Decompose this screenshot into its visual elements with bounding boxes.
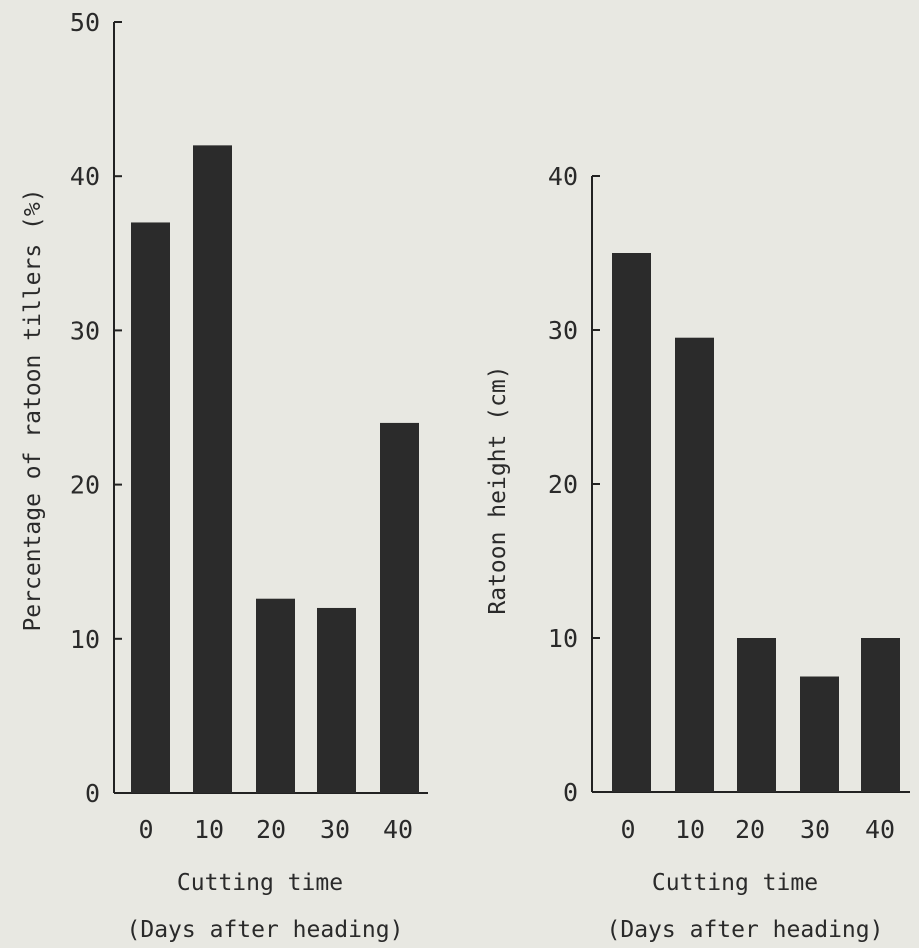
y-tick-label: 0 <box>563 778 578 807</box>
x-tick-label: 10 <box>194 815 224 844</box>
x-tick-label: 30 <box>800 815 830 844</box>
x-tick-label: 20 <box>256 815 286 844</box>
y-tick-label: 40 <box>548 162 578 191</box>
bar-0 <box>612 253 651 792</box>
x-tick-label: 40 <box>383 815 413 844</box>
x-tick-label: 0 <box>620 815 635 844</box>
x-tick-label: 30 <box>320 815 350 844</box>
bar-10 <box>193 145 232 794</box>
bar-0 <box>131 222 170 793</box>
y-tick-label: 20 <box>70 471 100 500</box>
bar-20 <box>256 598 295 793</box>
x-tick-label: 0 <box>138 815 153 844</box>
x-tick-label: 20 <box>735 815 765 844</box>
bar-40 <box>380 422 419 793</box>
y-tick-label: 10 <box>548 624 578 653</box>
bar-20 <box>737 638 776 792</box>
bar-10 <box>675 337 714 792</box>
y-tick-label: 20 <box>548 470 578 499</box>
bar-30 <box>317 607 356 793</box>
height-chart: Ratoon height (cm) Cutting time (Days af… <box>485 162 910 943</box>
y-axis-label: Percentage of ratoon tillers (%) <box>20 188 46 631</box>
tillers-chart: Percentage of ratoon tillers (%) Cutting… <box>20 8 428 943</box>
bar-40 <box>861 638 900 792</box>
x-axis-label: Cutting time <box>652 870 818 896</box>
y-tick-label: 0 <box>85 779 100 808</box>
x-axis-sublabel: (Days after heading) <box>127 917 404 943</box>
y-tick-label: 50 <box>70 8 100 37</box>
bar-30 <box>800 676 839 792</box>
y-tick-label: 30 <box>70 316 100 345</box>
x-tick-label: 40 <box>865 815 895 844</box>
y-tick-label: 40 <box>70 162 100 191</box>
y-tick-label: 30 <box>548 316 578 345</box>
x-tick-label: 10 <box>675 815 705 844</box>
y-axis-label: Ratoon height (cm) <box>485 365 511 614</box>
x-axis-label: Cutting time <box>177 870 343 896</box>
x-axis-sublabel: (Days after heading) <box>607 917 884 943</box>
y-tick-label: 10 <box>70 625 100 654</box>
